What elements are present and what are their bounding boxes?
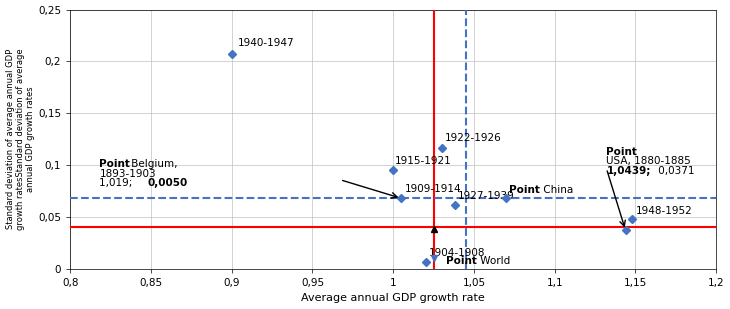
Y-axis label: Standard deviation of average annual GDP
growth ratesStandard deviation of avera: Standard deviation of average annual GDP… [6,49,35,230]
Text: 1915-1921: 1915-1921 [395,156,452,166]
Text: Point: Point [510,185,540,195]
Text: Point: Point [607,147,637,157]
Text: USA, 1880-1885: USA, 1880-1885 [607,156,691,166]
Text: Belgium,: Belgium, [128,159,178,169]
Text: China: China [540,185,573,195]
Text: 1,0439;: 1,0439; [607,166,650,176]
Text: 1909-1914: 1909-1914 [404,184,461,194]
Text: 1927-1939: 1927-1939 [458,192,515,201]
Text: 1904-1908: 1904-1908 [429,248,485,259]
Text: Point: Point [99,159,130,169]
Text: 1922-1926: 1922-1926 [445,133,502,143]
Text: World: World [477,256,510,266]
Text: 1893-1903: 1893-1903 [99,169,156,179]
Text: Point: Point [447,256,477,266]
Text: 0,0050: 0,0050 [147,178,188,188]
Text: 0,0371: 0,0371 [655,166,694,176]
Text: 1,019;: 1,019; [99,178,136,188]
Text: 1940-1947: 1940-1947 [238,38,295,48]
Text: 1948-1952: 1948-1952 [635,206,692,216]
X-axis label: Average annual GDP growth rate: Average annual GDP growth rate [301,294,485,303]
